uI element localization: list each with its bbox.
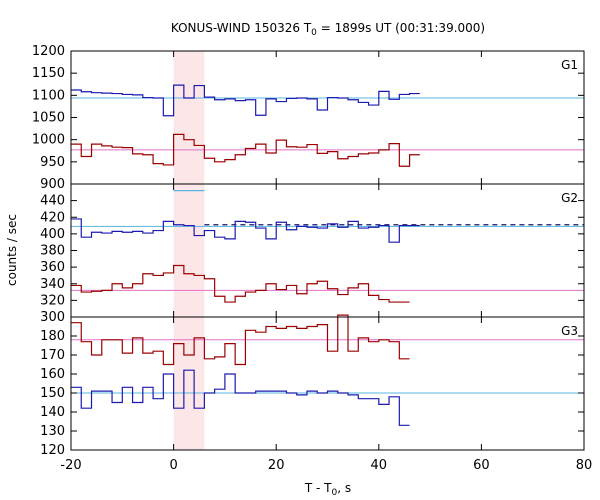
- series-step-blue-series: [71, 369, 410, 426]
- x-tick-label: 0: [169, 458, 177, 473]
- burst-interval-highlight: [173, 51, 205, 450]
- panel-label: G1: [561, 58, 578, 72]
- y-tick-label: 950: [40, 155, 65, 170]
- y-tick-label: 140: [40, 405, 65, 420]
- series-step-red-series: [71, 264, 410, 303]
- panel-g1: 900 950 1000 1050 1100 1150 1200 G1: [32, 44, 585, 192]
- series-step-blue-series: [71, 218, 420, 243]
- panels-group: 90095010001050110011501200G1300320340360…: [32, 44, 592, 473]
- y-tick-label: 1200: [32, 44, 65, 59]
- series-step-blue-series: [71, 84, 420, 117]
- y-tick-label: 340: [40, 277, 65, 292]
- y-tick-label: 440: [40, 194, 65, 209]
- panel-frame: [70, 50, 585, 185]
- panel-frame: [70, 316, 585, 451]
- y-tick-label: 320: [40, 293, 65, 308]
- x-tick-label: 80: [576, 458, 593, 473]
- panel-label: G2: [561, 191, 578, 205]
- y-tick-label: 900: [40, 177, 65, 192]
- y-axis-label: counts / sec: [5, 214, 19, 286]
- panel-frame: [70, 183, 585, 318]
- panel-g3: 120 130 140 150 160 170 180 G3: [40, 314, 585, 458]
- y-tick-label: 1050: [32, 111, 65, 126]
- y-tick-label: 1000: [32, 133, 65, 148]
- series-step-red-series: [71, 133, 420, 167]
- x-tick-label: -20: [60, 458, 81, 473]
- y-tick-label: 130: [40, 424, 65, 439]
- y-tick-label: 120: [40, 443, 65, 458]
- y-tick-label: 160: [40, 367, 65, 382]
- y-tick-label: 380: [40, 244, 65, 259]
- x-tick-label: 20: [268, 458, 285, 473]
- y-tick-label: 170: [40, 348, 65, 363]
- y-tick-label: 1150: [32, 66, 65, 81]
- y-tick-label: 180: [40, 329, 65, 344]
- x-tick-label: 40: [371, 458, 388, 473]
- series-step-red-series: [71, 314, 410, 366]
- y-tick-label: 300: [40, 310, 65, 325]
- y-tick-label: 420: [40, 210, 65, 225]
- y-tick-label: 150: [40, 386, 65, 401]
- y-tick-label: 400: [40, 227, 65, 242]
- chart-title: KONUS-WIND 150326 T0 = 1899s UT (00:31:3…: [171, 21, 485, 38]
- x-tick-label: 60: [473, 458, 490, 473]
- y-tick-label: 360: [40, 260, 65, 275]
- panel-label: G3: [561, 324, 578, 338]
- y-tick-label: 1100: [32, 88, 65, 103]
- x-axis-label: T - T0, s: [304, 481, 351, 498]
